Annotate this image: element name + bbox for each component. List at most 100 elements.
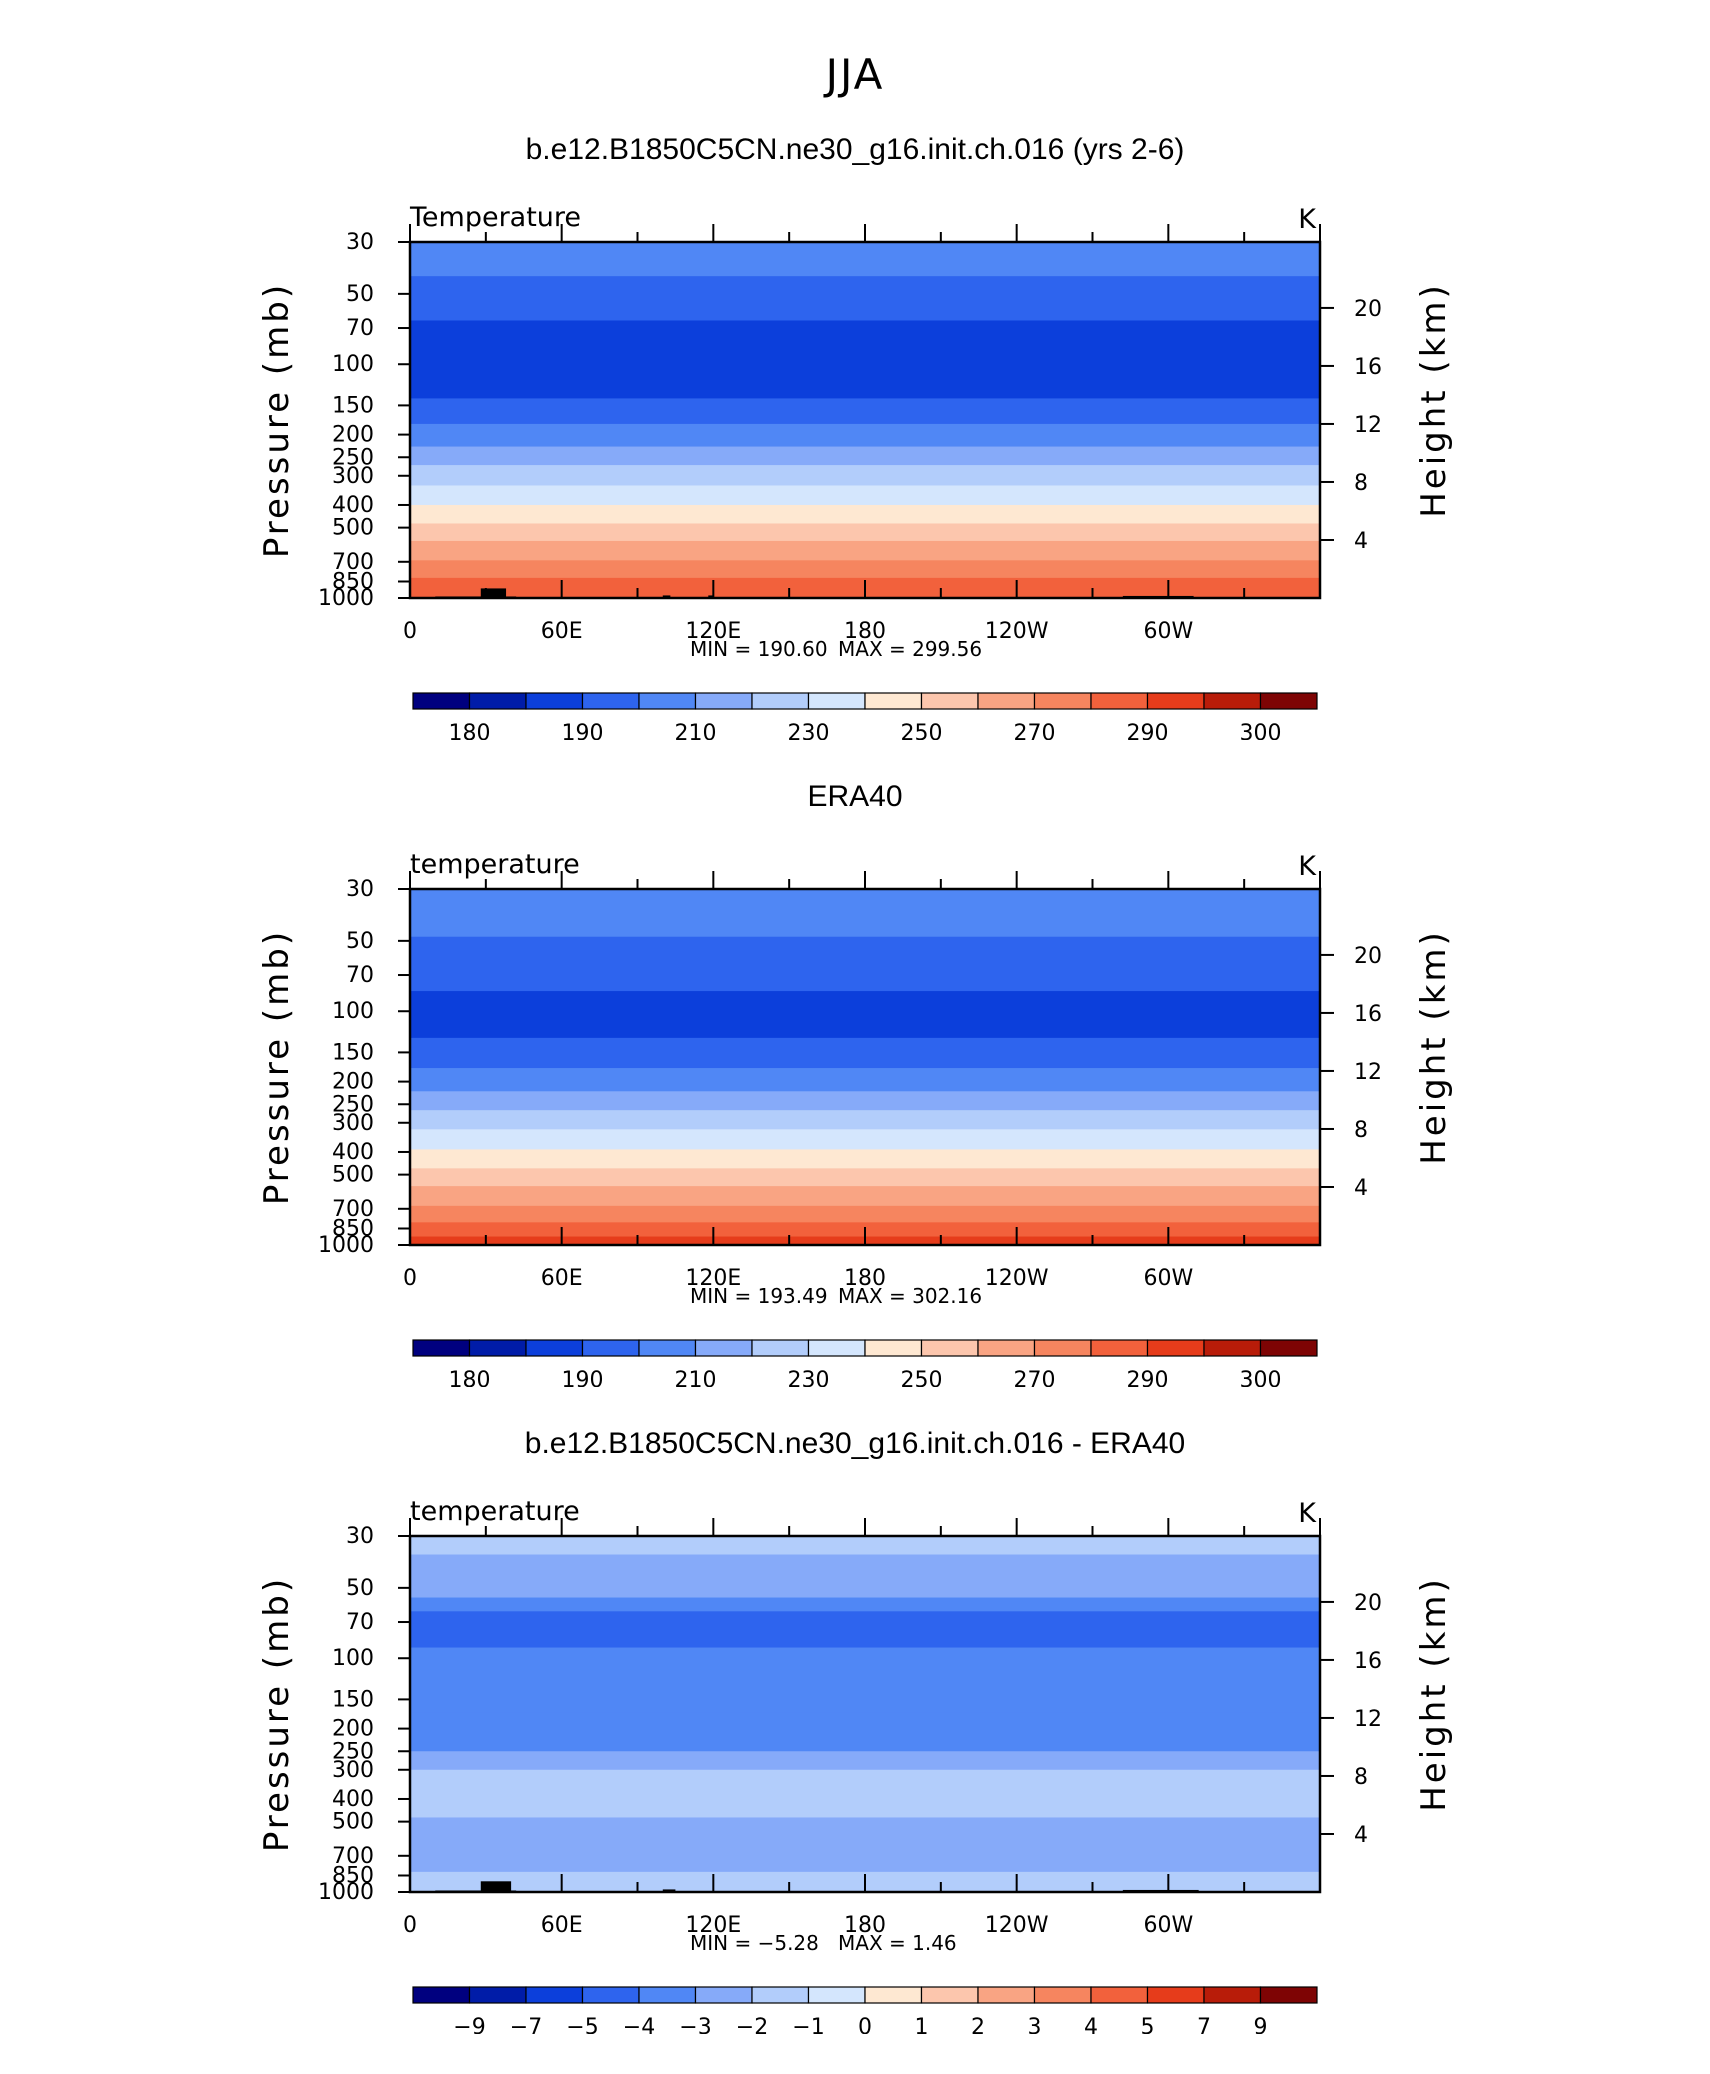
x-tick-label: 0	[403, 619, 417, 644]
units-label: K	[1298, 851, 1317, 882]
y-tick-label: 400	[332, 1140, 374, 1165]
colorbar-label: 3	[1028, 2015, 1042, 2034]
panel-1-chart: Temperature K 0 60E 120E 180 120W 60W MIN = 190.…	[257, 202, 1454, 740]
x-tick-label: 120E	[685, 1913, 741, 1938]
y-tick-label: 250	[332, 1092, 374, 1117]
panel-3-title: b.e12.B1850C5CN.ne30_g16.init.ch.016 - E…	[524, 1427, 1186, 1460]
colorbar-label: 250	[901, 721, 943, 740]
contour-band	[410, 242, 1320, 277]
colorbar-swatch	[412, 1986, 471, 2004]
contour-band	[410, 1091, 1320, 1111]
max-label: MAX = 299.56	[838, 637, 982, 661]
y-tick-label: 250	[332, 445, 374, 470]
colorbar-label: 180	[449, 1368, 491, 1387]
contour-band	[410, 560, 1320, 579]
y-axis-label: Pressure (mb)	[257, 282, 297, 558]
colorbar-swatch	[1146, 1986, 1205, 2004]
colorbar-label: −7	[510, 2015, 542, 2034]
colorbar-swatch	[412, 692, 471, 710]
y-tick-label: 150	[332, 393, 374, 418]
colorbar-swatch	[920, 1986, 979, 2004]
contour-band	[410, 1647, 1320, 1678]
min-label: MIN = 190.60	[690, 637, 828, 661]
colorbar-swatch	[694, 1986, 753, 2004]
y-right-tick-label: 20	[1354, 297, 1382, 322]
colorbar-label: 230	[788, 1368, 830, 1387]
x-tick-label: 0	[403, 1913, 417, 1938]
y-right-tick-label: 8	[1354, 1765, 1368, 1790]
y-tick-label: 150	[332, 1040, 374, 1065]
contour-band	[410, 1769, 1320, 1818]
colorbar-swatch	[864, 692, 923, 710]
colorbar-swatch	[581, 1986, 640, 2004]
y-tick-label: 200	[332, 1070, 374, 1095]
y-tick-label: 500	[332, 516, 374, 541]
contour-band	[410, 1149, 1320, 1169]
colorbar-swatch	[864, 1986, 923, 2004]
panel-2-chart: temperature K 0 60E 120E 180 120W 60W MIN = 193.…	[257, 849, 1454, 1387]
colorbar-swatch	[751, 1986, 810, 2004]
y-tick-label: 300	[332, 1111, 374, 1136]
colorbar-label: 270	[1014, 721, 1056, 740]
y-right-tick-label: 20	[1354, 944, 1382, 969]
colorbar-swatch	[1090, 1339, 1149, 1357]
colorbar-swatch	[1203, 1986, 1262, 2004]
y-right-tick-label: 8	[1354, 1118, 1368, 1143]
colorbar-label: 1	[915, 2015, 929, 2034]
colorbar-swatch	[638, 1986, 697, 2004]
y-right-tick-label: 20	[1354, 1591, 1382, 1616]
y-tick-label: 30	[346, 1524, 374, 1549]
colorbar-swatch	[864, 1339, 923, 1357]
contour-band	[410, 1110, 1320, 1130]
colorbar-swatch	[468, 1986, 527, 2004]
colorbar-label: 290	[1127, 1368, 1169, 1387]
colorbar-swatch	[581, 692, 640, 710]
max-label: MAX = 302.16	[838, 1284, 982, 1308]
colorbar-label: 270	[1014, 1368, 1056, 1387]
x-tick-label: 120E	[685, 1266, 741, 1291]
contour-band	[410, 889, 1320, 938]
y-tick-label: 70	[346, 963, 374, 988]
y-tick-label: 100	[332, 1646, 374, 1671]
contour-band	[410, 320, 1320, 399]
colorbar-swatch	[920, 692, 979, 710]
x-tick-label: 120W	[985, 1266, 1049, 1291]
colorbar-swatch	[1033, 1986, 1092, 2004]
contour-band	[410, 423, 1320, 448]
contour-band	[410, 1676, 1320, 1713]
colorbar-label: 190	[562, 1368, 604, 1387]
contour-band	[410, 1186, 1320, 1207]
x-tick-label: 0	[403, 1266, 417, 1291]
y-tick-label: 30	[346, 877, 374, 902]
colorbar-label: 4	[1084, 2015, 1098, 2034]
contour-band	[410, 1554, 1320, 1599]
colorbar-swatch	[751, 1339, 810, 1357]
colorbar-swatch	[807, 1339, 866, 1357]
variable-label: Temperature	[409, 202, 581, 233]
y-tick-label: 400	[332, 1787, 374, 1812]
colorbar-swatch	[807, 1986, 866, 2004]
colorbar-label: 0	[858, 2015, 872, 2034]
colorbar-label: 7	[1197, 2015, 1211, 2034]
colorbar-swatch	[1259, 692, 1318, 710]
colorbar-swatch	[1203, 1339, 1262, 1357]
colorbar-swatch	[1090, 1986, 1149, 2004]
y-right-axis-label: Height (km)	[1414, 1576, 1454, 1812]
units-label: K	[1298, 204, 1317, 235]
colorbar-swatch	[977, 1339, 1036, 1357]
contour-band	[410, 1597, 1320, 1612]
y-tick-label: 700	[332, 1197, 374, 1222]
y-tick-label: 50	[346, 929, 374, 954]
y-tick-label: 50	[346, 1576, 374, 1601]
x-tick-label: 180	[844, 1266, 886, 1291]
contour-band	[410, 1129, 1320, 1150]
colorbar-swatch	[977, 692, 1036, 710]
y-right-tick-label: 16	[1354, 355, 1382, 380]
y-tick-label: 30	[346, 230, 374, 255]
contour-band	[410, 1168, 1320, 1187]
colorbar-label: 9	[1254, 2015, 1268, 2034]
colorbar-swatch	[1203, 692, 1262, 710]
y-tick-label: 70	[346, 1610, 374, 1635]
terrain-mask	[708, 595, 714, 598]
